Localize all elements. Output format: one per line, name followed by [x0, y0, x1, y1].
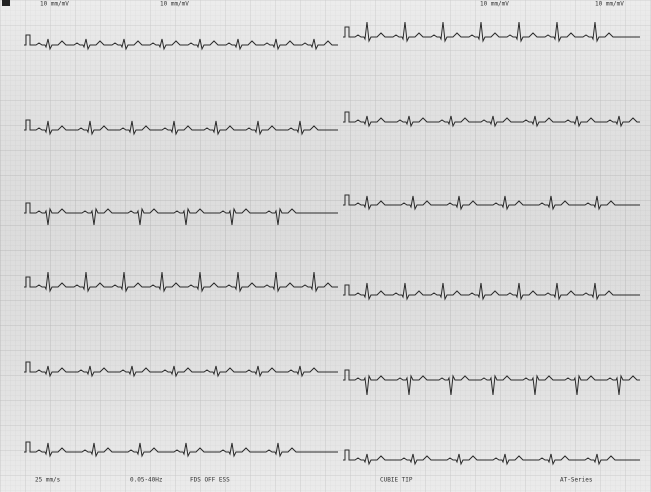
header-label: 10 mm/mV [40, 1, 69, 8]
ecg-printout: 10 mm/mV 10 mm/mV 10 mm/mV 10 mm/mV 25 m… [0, 0, 651, 492]
header-label: 10 mm/mV [595, 1, 624, 8]
footer-label: 25 mm/s [35, 477, 61, 484]
footer-label: FDS OFF ESS [190, 477, 230, 484]
header-label: 10 mm/mV [160, 1, 189, 8]
header-label: 10 mm/mV [480, 1, 509, 8]
corner-mark [2, 0, 10, 6]
footer-label: AT-Series [560, 477, 593, 484]
shading [0, 0, 651, 492]
footer-label: CUBIE TIP [380, 477, 413, 484]
footer-label: 0.05-40Hz [130, 477, 163, 484]
